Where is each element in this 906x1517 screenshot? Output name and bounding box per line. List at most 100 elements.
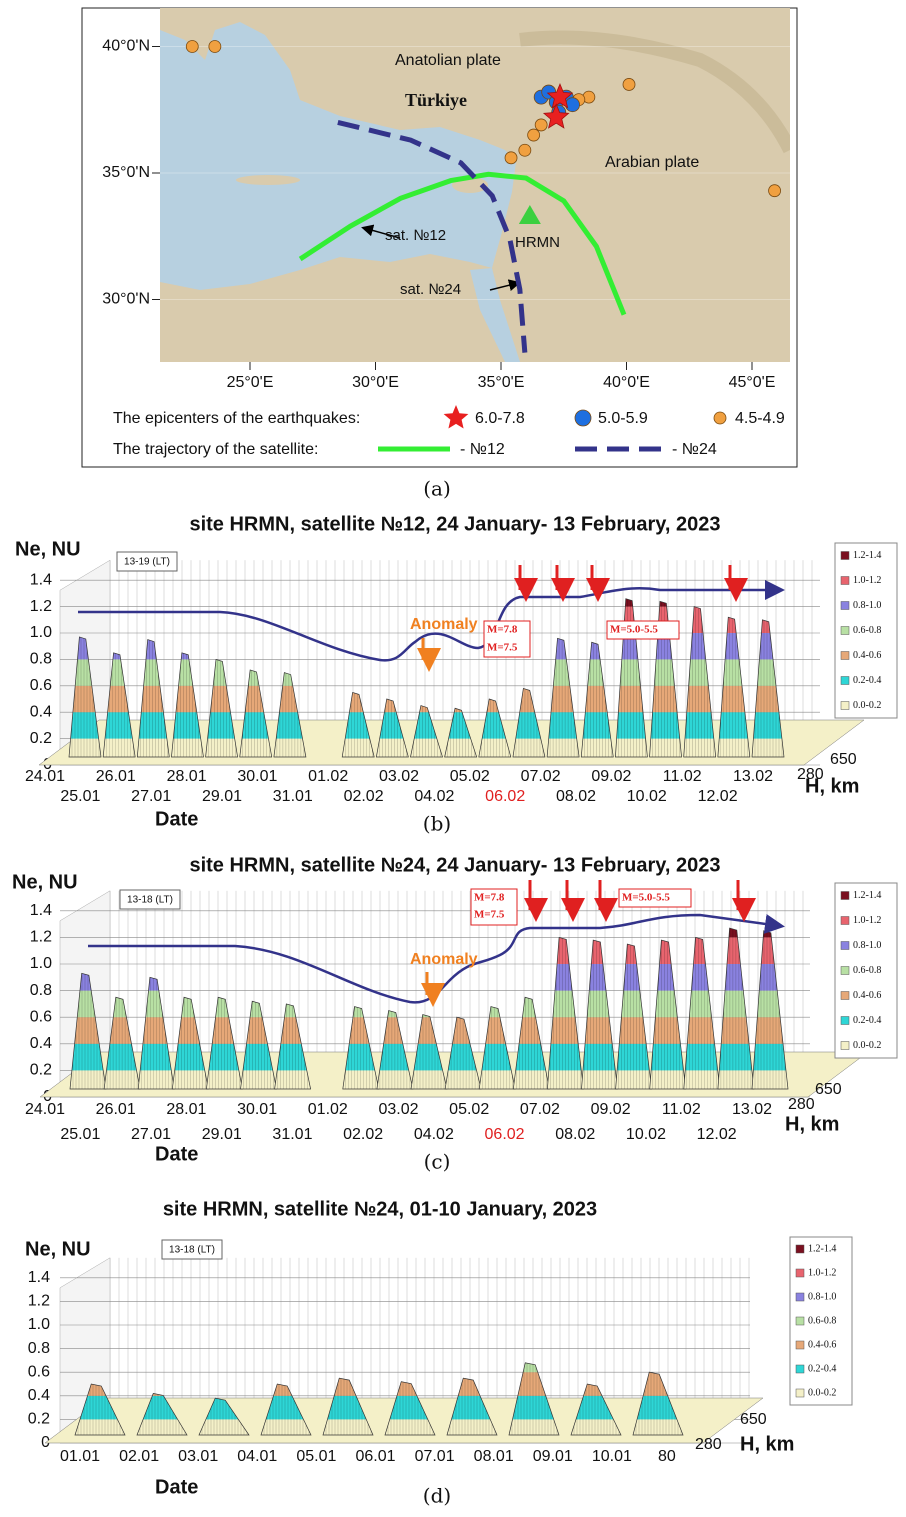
- band: [571, 1419, 621, 1435]
- x-tick-label: 10.01: [592, 1448, 632, 1465]
- x-tick-label: 01.02: [308, 1101, 348, 1118]
- x-tick-label: 13.02: [732, 1101, 772, 1118]
- x-tick-label: 03.02: [379, 768, 419, 785]
- band: [410, 705, 443, 713]
- x-tick-label: 06.01: [355, 1448, 395, 1465]
- legend-label: 5.0-5.9: [598, 410, 648, 427]
- surface-peak: [322, 1377, 374, 1436]
- surface-peak: [446, 1377, 498, 1436]
- z-tick-label: 280: [695, 1436, 722, 1453]
- surface-peak: [171, 996, 209, 1090]
- lon-label: 30°0'E: [352, 374, 399, 391]
- y-tick-label: 1.0: [28, 1316, 50, 1333]
- surface-peak: [68, 636, 102, 758]
- band: [547, 712, 580, 739]
- band: [137, 639, 170, 660]
- band: [171, 659, 204, 686]
- station: [518, 205, 541, 225]
- legend-label: 1.0-1.2: [853, 915, 881, 926]
- surface-peak: [384, 1381, 436, 1436]
- surface-peak: [570, 1383, 622, 1436]
- legend-symbol: [713, 411, 727, 425]
- x-tick-label: 03.01: [178, 1448, 218, 1465]
- x-tick-label: 29.01: [202, 1126, 242, 1143]
- x-tick-label: 28.01: [166, 1101, 206, 1118]
- legend-label: 0.2-0.4: [853, 1015, 881, 1026]
- surface-peak: [410, 705, 443, 758]
- band: [717, 617, 750, 633]
- band: [385, 1381, 435, 1396]
- x-axis-label: Date: [155, 808, 198, 830]
- sea: [160, 22, 516, 290]
- x-axis-label: Date: [155, 1476, 198, 1498]
- z-tick-label: 650: [815, 1081, 842, 1098]
- legend-swatch: [795, 1244, 805, 1254]
- band: [509, 1395, 559, 1420]
- annotation: M=7.5: [487, 642, 518, 654]
- trajectory: [298, 171, 627, 316]
- y-tick-label: 1.4: [28, 1269, 50, 1286]
- x-tick-label: 04.02: [414, 788, 454, 805]
- x-tick-label: 05.02: [449, 1101, 489, 1118]
- legend-swatch: [840, 551, 850, 560]
- y-tick-label: 0.4: [30, 1035, 52, 1052]
- pointer: [361, 224, 401, 239]
- y-axis-label: Ne, NU: [12, 871, 78, 893]
- x-tick-label: 06.02: [485, 1126, 525, 1143]
- x-tick-label: 09.02: [591, 768, 631, 785]
- x-tick-label: 07.02: [521, 768, 561, 785]
- x-tick-label: 25.01: [60, 1126, 100, 1143]
- trend-line: [88, 913, 785, 1004]
- caption: (c): [424, 1150, 451, 1174]
- band: [752, 712, 784, 739]
- legend-swatch: [795, 1340, 805, 1350]
- surface-peak: [717, 616, 751, 758]
- y-tick-label: 0.6: [28, 1363, 50, 1380]
- x-tick-label: 29.01: [202, 788, 242, 805]
- band: [649, 601, 682, 607]
- y-tick-label: 0.8: [30, 982, 52, 999]
- surface-peak: [74, 1383, 126, 1436]
- band: [239, 685, 272, 713]
- caption: (d): [423, 1484, 451, 1508]
- surface-peak: [615, 598, 648, 758]
- epicenter: [208, 40, 222, 53]
- trajectory: [337, 119, 528, 353]
- x-tick-label: 01.02: [308, 768, 348, 785]
- y-tick-label: 0.4: [30, 703, 52, 720]
- band: [683, 633, 716, 660]
- surface-peak: [198, 1397, 250, 1436]
- band: [509, 1372, 559, 1396]
- z-tick-label: 650: [740, 1411, 767, 1428]
- surface-peak: [508, 1362, 560, 1436]
- x-tick-label: 02.02: [344, 788, 384, 805]
- y-axis-label: Ne, NU: [15, 538, 81, 560]
- band: [75, 1419, 125, 1435]
- epicenter: [546, 83, 574, 109]
- band: [75, 1384, 125, 1396]
- surface-peak: [581, 939, 618, 1090]
- chart-title: site HRMN, satellite №24, 01-10 January,…: [163, 1198, 597, 1220]
- surface-peak: [512, 687, 546, 758]
- x-tick-label: 06.02: [485, 788, 525, 805]
- map-label: Türkiye: [405, 90, 467, 110]
- legend-label: 0.2-0.4: [808, 1363, 836, 1374]
- legend-swatch: [795, 1268, 805, 1278]
- x-tick-label: 31.01: [273, 788, 313, 805]
- x-tick-label: 25.01: [60, 788, 100, 805]
- band: [752, 633, 784, 660]
- band: [717, 712, 750, 739]
- legend-swatch: [840, 701, 850, 710]
- band: [633, 1419, 683, 1435]
- y-tick-label: 0.6: [30, 677, 52, 694]
- y-tick-label: 0.8: [28, 1340, 50, 1357]
- y-tick-label: 0.2: [28, 1411, 50, 1428]
- surface-peak: [615, 943, 652, 1090]
- surface-peak: [444, 1016, 482, 1090]
- surface-peak: [260, 1383, 312, 1436]
- surface-peak: [239, 669, 273, 758]
- surface-peak: [375, 698, 409, 758]
- legend-label: 4.5-4.9: [735, 410, 785, 427]
- time-box: [116, 551, 178, 572]
